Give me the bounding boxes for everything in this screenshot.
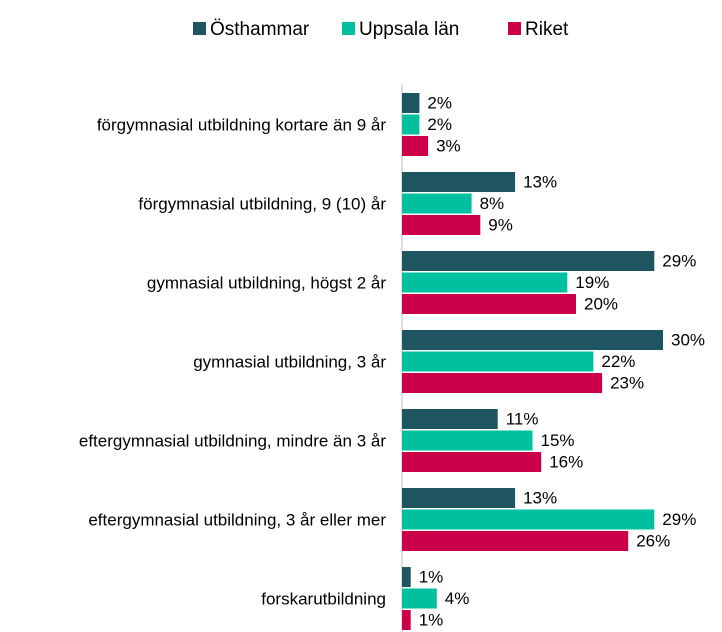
data-label: 29% <box>662 251 696 270</box>
category-label: eftergymnasial utbildning, mindre än 3 å… <box>78 431 386 450</box>
bar <box>402 488 516 508</box>
bar <box>402 272 568 293</box>
legend-label: Riket <box>525 19 569 40</box>
bar <box>402 193 472 214</box>
bar <box>402 330 663 350</box>
bar <box>402 172 516 192</box>
category-label: gymnasial utbildning, högst 2 år <box>146 273 386 292</box>
data-label: 16% <box>549 452 583 471</box>
bar <box>402 430 533 451</box>
data-label: 26% <box>636 531 670 550</box>
bar <box>402 610 411 630</box>
bar <box>402 588 437 609</box>
bar <box>402 531 629 551</box>
data-label: 9% <box>488 215 513 234</box>
category-label: forskarutbildning <box>261 589 386 608</box>
data-label: 1% <box>419 567 444 586</box>
bar <box>402 509 655 530</box>
data-label: 23% <box>610 373 644 392</box>
data-label: 20% <box>584 294 618 313</box>
data-label: 2% <box>427 93 452 112</box>
data-label: 30% <box>671 330 705 349</box>
bar <box>402 136 429 156</box>
bar <box>402 409 498 429</box>
category-label: gymnasial utbildning, 3 år <box>193 352 386 371</box>
legend-swatch <box>508 22 521 35</box>
data-label: 1% <box>419 610 444 629</box>
data-label: 4% <box>445 589 470 608</box>
bar <box>402 373 603 393</box>
legend-swatch <box>342 22 355 35</box>
legend-swatch <box>193 22 206 35</box>
bar <box>402 294 576 314</box>
data-label: 22% <box>601 352 635 371</box>
bar <box>402 93 420 113</box>
category-label: förgymnasial utbildning, 9 (10) år <box>138 194 386 213</box>
bar <box>402 452 542 472</box>
legend-label: Uppsala län <box>359 19 459 40</box>
data-label: 11% <box>506 409 539 428</box>
data-label: 15% <box>541 431 575 450</box>
data-label: 8% <box>480 194 505 213</box>
bar <box>402 567 411 587</box>
data-label: 2% <box>427 115 452 134</box>
bar <box>402 251 655 271</box>
bar <box>402 215 481 235</box>
bar <box>402 351 594 372</box>
legend: Östhammar Uppsala län Riket <box>193 19 569 40</box>
data-label: 19% <box>575 273 609 292</box>
data-label: 13% <box>523 488 557 507</box>
data-label: 3% <box>436 136 461 155</box>
bar <box>402 114 420 135</box>
data-label: 13% <box>523 172 557 191</box>
legend-label: Östhammar <box>210 19 310 40</box>
category-label: förgymnasial utbildning kortare än 9 år <box>96 115 386 134</box>
data-label: 29% <box>662 510 696 529</box>
category-label: eftergymnasial utbildning, 3 år eller me… <box>88 510 386 529</box>
